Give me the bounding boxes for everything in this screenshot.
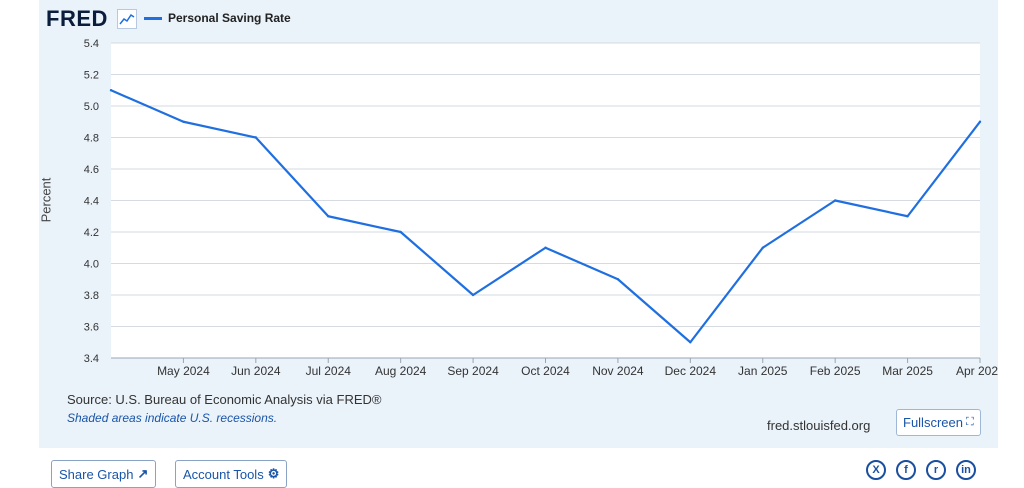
x-tick-label: Jan 2025 <box>738 364 788 378</box>
fullscreen-label: Fullscreen <box>903 415 963 430</box>
x-tick-label: Jul 2024 <box>306 364 352 378</box>
y-tick-label: 5.4 <box>84 38 99 50</box>
x-tick-label: Oct 2024 <box>521 364 570 378</box>
y-axis-label: Percent <box>38 177 54 223</box>
user-settings-icon: ⚙ <box>267 466 280 481</box>
share-graph-button[interactable]: Share Graph ↗ <box>51 460 157 488</box>
facebook-icon[interactable]: f <box>896 460 916 480</box>
legend-label: Personal Saving Rate <box>168 11 291 25</box>
fullscreen-button[interactable]: Fullscreen ⛶ <box>896 409 981 436</box>
share-graph-label: Share Graph <box>59 466 134 482</box>
y-tick-label: 4.4 <box>84 196 99 208</box>
y-tick-label: 4.2 <box>84 227 99 239</box>
y-tick-label: 3.4 <box>84 353 99 365</box>
linkedin-icon[interactable]: in <box>956 460 976 480</box>
legend-swatch <box>144 16 162 20</box>
share-icon: ↗ <box>137 466 149 481</box>
x-tick-label: May 2024 <box>157 364 210 378</box>
y-tick-label: 3.8 <box>84 290 99 302</box>
data-point <box>616 278 620 281</box>
x-tick-label: Feb 2025 <box>810 364 861 378</box>
data-point <box>254 136 258 139</box>
site-url: fred.stlouisfed.org <box>767 418 871 433</box>
data-point <box>978 120 982 123</box>
data-point <box>399 230 402 234</box>
data-point <box>544 246 547 249</box>
account-tools-label: Account Tools <box>183 466 264 482</box>
y-tick-label: 5.0 <box>84 101 99 113</box>
data-point <box>761 246 764 249</box>
account-tools-button[interactable]: Account Tools ⚙ <box>175 460 288 488</box>
line-graph-icon <box>117 9 137 29</box>
y-tick-label: 4.6 <box>84 164 99 176</box>
reddit-icon[interactable]: r <box>926 460 946 480</box>
fred-logo[interactable]: FRED <box>46 6 108 31</box>
x-tick-label: Aug 2024 <box>375 364 427 378</box>
social-links: X f r in <box>866 460 976 480</box>
x-tick-label: Dec 2024 <box>665 364 717 378</box>
line-chart: 5.4 5.2 5.0 4.8 4.6 4.4 4.2 4.0 3.8 3.6 3.4 May 202… <box>84 38 999 378</box>
source-text: Source: U.S. Bureau of Economic Analysis… <box>67 392 382 407</box>
x-tick-label: Nov 2024 <box>592 364 644 378</box>
x-tick-label: Apr 202 <box>956 364 998 378</box>
expand-icon: ⛶ <box>965 416 974 428</box>
y-tick-label: 5.2 <box>84 70 99 82</box>
data-point <box>906 215 909 218</box>
y-tick-label: 4.8 <box>84 133 99 145</box>
y-tick-label: 4.0 <box>84 259 99 271</box>
data-point <box>327 215 330 218</box>
y-tick-label: 3.6 <box>84 322 99 334</box>
data-point <box>833 199 837 202</box>
x-tick-label: Mar 2025 <box>882 364 933 378</box>
recession-note: Shaded areas indicate U.S. recessions. <box>67 411 278 425</box>
chart-legend: Personal Saving Rate <box>144 10 291 26</box>
x-tick-label: Jun 2024 <box>231 364 281 378</box>
x-twitter-icon[interactable]: X <box>866 460 886 480</box>
x-tick-label: Sep 2024 <box>447 364 499 378</box>
data-point <box>109 89 113 92</box>
data-point <box>689 341 692 344</box>
data-point <box>182 120 185 123</box>
data-point <box>471 293 475 297</box>
